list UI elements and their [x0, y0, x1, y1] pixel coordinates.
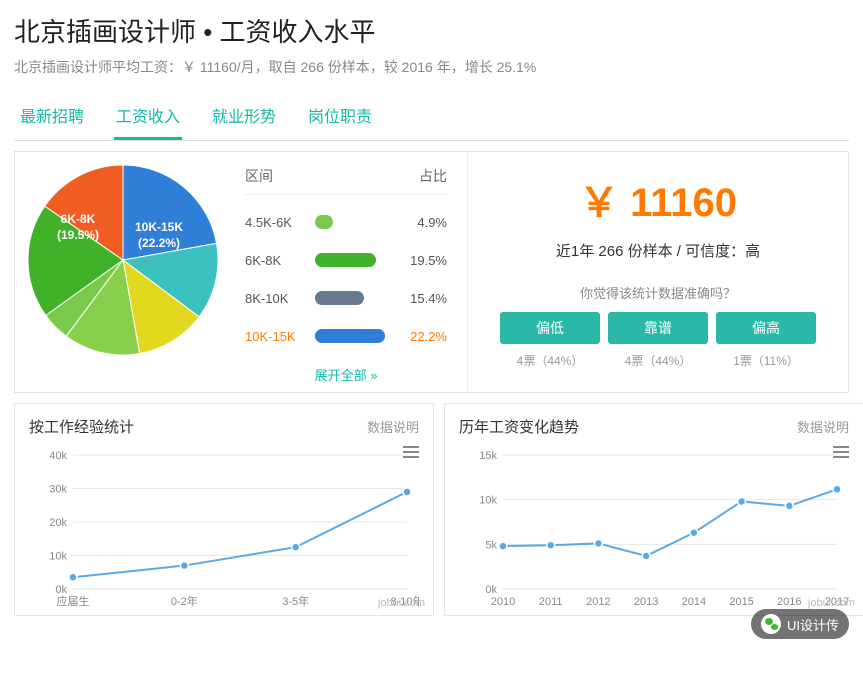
dist-range: 8K-10K: [245, 291, 315, 306]
page-title: 北京插画设计师 • 工资收入水平: [14, 12, 849, 49]
vote-stat: 4票（44%）: [500, 352, 600, 369]
svg-text:2014: 2014: [682, 596, 706, 608]
svg-text:2010: 2010: [491, 596, 515, 608]
col-pct: 占比: [419, 166, 447, 186]
salary-distribution-panel: 6K-8K(19.5%) 10K-15K(22.2%) 区间 占比 4.5K-6K…: [14, 151, 849, 393]
svg-text:2015: 2015: [729, 596, 753, 608]
summary-panel: ￥ 11160 近1年 266 份样本 / 可信度：高 你觉得该统计数据准确吗？…: [468, 152, 848, 392]
svg-text:0k: 0k: [485, 584, 497, 596]
exp-chart-desc[interactable]: 数据说明: [367, 417, 419, 436]
year-chart-desc[interactable]: 数据说明: [797, 417, 849, 436]
dist-row: 8K-10K 15.4%: [245, 279, 447, 317]
exp-chart-title: 按工作经验统计: [29, 416, 134, 437]
dist-range: 6K-8K: [245, 253, 315, 268]
watermark: jobui.com: [378, 597, 425, 609]
svg-text:20k: 20k: [49, 517, 67, 529]
svg-text:2013: 2013: [634, 596, 658, 608]
dist-bar: [315, 291, 364, 305]
svg-text:10k: 10k: [479, 495, 497, 507]
col-range: 区间: [245, 166, 273, 186]
vote-button[interactable]: 偏低: [500, 312, 600, 344]
tab-1[interactable]: 工资收入: [114, 95, 182, 140]
wechat-label: UI设计传: [787, 615, 839, 634]
distribution-table: 区间 占比 4.5K-6K 4.9% 6K-8K 19.5% 8K-10K 15.4% 10…: [225, 152, 468, 392]
svg-text:应届生: 应届生: [57, 594, 90, 608]
vote-button[interactable]: 靠谱: [608, 312, 708, 344]
svg-text:30k: 30k: [49, 484, 67, 496]
sample-info: 近1年 266 份样本 / 可信度：高: [488, 240, 828, 261]
pie-chart: 6K-8K(19.5%) 10K-15K(22.2%): [15, 152, 225, 362]
expand-all-link[interactable]: 展开全部 »: [245, 365, 447, 384]
page-subtitle: 北京插画设计师平均工资：￥ 11160/月，取自 266 份样本，较 2016 …: [14, 57, 849, 77]
accuracy-question: 你觉得该统计数据准确吗？: [488, 283, 828, 302]
pie-callout: 10K-15K(22.2%): [135, 220, 183, 251]
dist-bar: [315, 215, 333, 229]
vote-stat: 4票（44%）: [608, 352, 708, 369]
svg-text:0-2年: 0-2年: [171, 594, 198, 608]
svg-text:0k: 0k: [55, 584, 67, 596]
dist-pct: 15.4%: [399, 291, 447, 306]
year-chart-card: 历年工资变化趋势 数据说明 0k 5k 10k 15k 2010 2011 2012 2013…: [444, 403, 863, 616]
watermark: jobui.com: [808, 597, 855, 609]
experience-chart-card: 按工作经验统计 数据说明 0k10k20k30k40k应届生0-2年3-5年8-…: [14, 403, 434, 616]
svg-text:2011: 2011: [539, 596, 563, 608]
dist-pct: 19.5%: [399, 253, 447, 268]
svg-text:15k: 15k: [479, 450, 497, 462]
svg-text:3-5年: 3-5年: [282, 594, 309, 608]
wechat-icon: [761, 614, 781, 634]
tabs: 最新招聘工资收入就业形势岗位职责: [14, 95, 849, 141]
dist-row: 6K-8K 19.5%: [245, 241, 447, 279]
tab-0[interactable]: 最新招聘: [18, 95, 86, 140]
svg-text:2016: 2016: [777, 596, 801, 608]
avg-salary: ￥ 11160: [488, 170, 828, 228]
svg-text:10k: 10k: [49, 551, 67, 563]
svg-text:5k: 5k: [485, 539, 497, 551]
svg-text:40k: 40k: [49, 450, 67, 462]
vote-button[interactable]: 偏高: [716, 312, 816, 344]
tab-2[interactable]: 就业形势: [210, 95, 278, 140]
vote-stat: 1票（11%）: [716, 352, 816, 369]
wechat-badge[interactable]: UI设计传: [751, 609, 849, 639]
dist-row: 10K-15K 22.2%: [245, 317, 447, 355]
hamburger-icon[interactable]: [403, 446, 419, 458]
pie-callout: 6K-8K(19.5%): [57, 212, 99, 243]
dist-range: 4.5K-6K: [245, 215, 315, 230]
dist-row: 4.5K-6K 4.9%: [245, 203, 447, 241]
hamburger-icon[interactable]: [833, 446, 849, 458]
svg-text:2012: 2012: [586, 596, 610, 608]
year-chart-title: 历年工资变化趋势: [459, 416, 579, 437]
dist-pct: 4.9%: [399, 215, 447, 230]
tab-3[interactable]: 岗位职责: [306, 95, 374, 140]
dist-bar: [315, 253, 376, 267]
dist-bar: [315, 329, 385, 343]
dist-pct: 22.2%: [399, 329, 447, 344]
dist-range: 10K-15K: [245, 329, 315, 344]
